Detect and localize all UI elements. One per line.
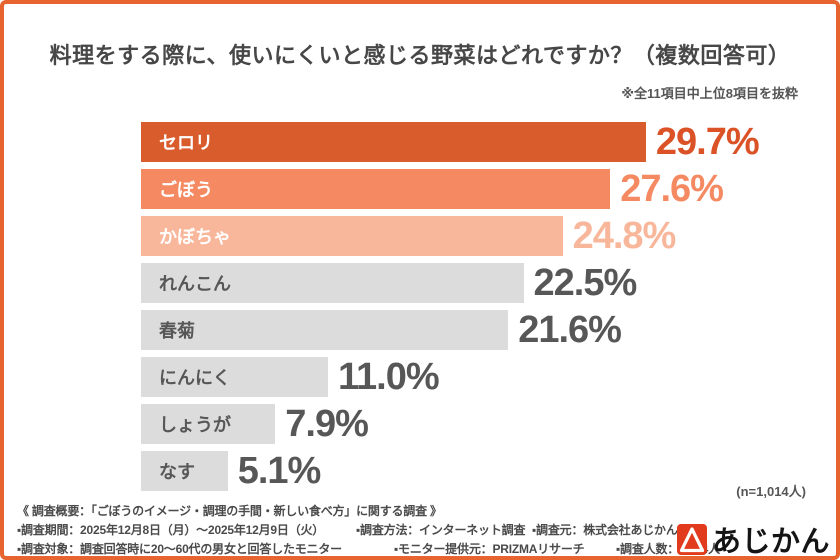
- bar: かぼちゃ: [141, 216, 563, 256]
- bar-value-label: 5.1%: [237, 450, 322, 492]
- bar-category-label: セロリ: [159, 133, 213, 153]
- bar-category-label: なす: [159, 462, 195, 482]
- bar-category-label: ごぼう: [159, 180, 213, 200]
- ajikan-logo-mark-icon: [677, 523, 707, 555]
- bar-value-label: 24.8%: [572, 215, 677, 257]
- bar-row: なす 5.1%: [141, 451, 759, 491]
- survey-method: ▪調査方法：インターネット調査: [356, 523, 526, 537]
- bar: セロリ: [141, 122, 646, 162]
- bar-value-label: 7.9%: [285, 403, 369, 445]
- bar-chart: セロリ 29.7% ごぼう 27.6% かぼちゃ 24.8% れんこん 22.5…: [141, 121, 760, 498]
- bar-value-label: 22.5%: [533, 262, 638, 304]
- bar-category-label: れんこん: [159, 274, 231, 294]
- excerpt-note: ※全11項目中上位8項目を抜粋: [621, 86, 798, 101]
- survey-source: ▪調査元：株式会社あじかん: [532, 523, 678, 537]
- bar: しょうが: [141, 404, 276, 444]
- bar-row: セロリ 29.7%: [141, 121, 760, 163]
- bar-value-label: 27.6%: [620, 168, 724, 210]
- survey-period: ▪調査期間：2025年12月8日（月）～2025年12月9日（火）: [17, 523, 325, 537]
- bar-row: 春菊 21.6%: [141, 310, 759, 350]
- survey-overview: 《 調査概要：「ごぼうのイメージ・調理の手間・新しい食べ方」に関する調査 》: [17, 504, 442, 518]
- bar: ごぼう: [141, 169, 611, 209]
- bar-category-label: しょうが: [159, 415, 231, 435]
- survey-monitor-provider: ▪モニター提供元：PRIZMAリサーチ: [394, 542, 585, 556]
- bar-row: れんこん 22.5%: [141, 263, 759, 303]
- bar-value-label: 29.7%: [655, 121, 760, 163]
- chart-title: 料理をする際に、使いにくいと感じる野菜はどれですか？（複数回答可）: [49, 43, 791, 68]
- bar-value-label: 11.0%: [338, 356, 440, 398]
- bar-row: かぼちゃ 24.8%: [141, 216, 759, 256]
- bar: 春菊: [141, 310, 509, 350]
- bar-row: にんにく 11.0%: [141, 357, 759, 397]
- bar-category-label: にんにく: [159, 368, 231, 388]
- bar-category-label: かぼちゃ: [159, 227, 231, 247]
- ajikan-logo-text: あじかん: [712, 526, 831, 558]
- bar: なす: [141, 451, 228, 491]
- bar: にんにく: [141, 357, 328, 397]
- bar-row: ごぼう 27.6%: [141, 169, 759, 209]
- bar: れんこん: [141, 263, 524, 303]
- bar-category-label: 春菊: [159, 321, 195, 341]
- bar-value-label: 21.6%: [518, 309, 622, 351]
- ajikan-logo: あじかん: [677, 518, 831, 558]
- survey-target: ▪調査対象：調査回答時に20～60代の男女と回答したモニター: [17, 542, 342, 556]
- bar-row: しょうが 7.9%: [141, 404, 759, 444]
- sample-size-note: (n=1,014人): [736, 484, 806, 499]
